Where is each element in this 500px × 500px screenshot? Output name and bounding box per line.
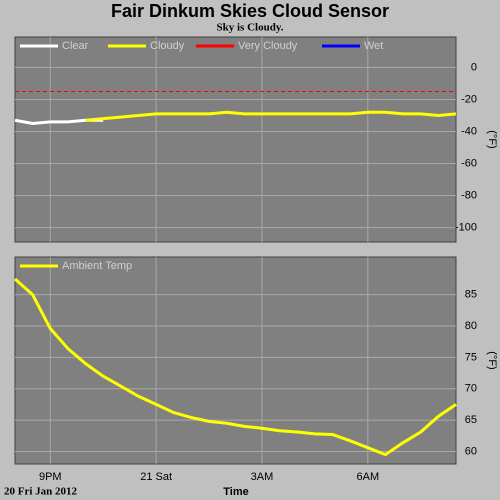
y-tick-label: 70 — [465, 383, 477, 395]
y-tick-label: 80 — [465, 320, 477, 332]
plot-area — [14, 36, 457, 243]
x-tick-label: 6AM — [356, 471, 379, 483]
y-axis-label: (°F) — [486, 351, 498, 369]
plot-area — [14, 256, 457, 465]
x-axis-label: Time — [223, 486, 248, 498]
y-tick-label: -40 — [461, 125, 477, 137]
legend-label: Cloudy — [150, 40, 185, 52]
y-tick-label: 0 — [471, 61, 477, 73]
series-line — [85, 110, 457, 122]
x-tick-label: 3AM — [251, 471, 274, 483]
x-tick-label: 21 Sat — [140, 471, 172, 483]
legend-label: Clear — [62, 40, 89, 52]
legend-label: Very Cloudy — [238, 40, 298, 52]
y-tick-label: 75 — [465, 351, 477, 363]
x-tick-label: 9PM — [39, 471, 62, 483]
y-tick-label: 85 — [465, 289, 477, 301]
y-tick-label: -60 — [461, 157, 477, 169]
series-line — [14, 277, 457, 457]
y-tick-label: -80 — [461, 189, 477, 201]
y-axis-label: (°F) — [486, 130, 498, 148]
date-label: 20 Fri Jan 2012 — [4, 486, 78, 498]
y-tick-label: 65 — [465, 414, 477, 426]
y-tick-label: -20 — [461, 93, 477, 105]
y-tick-label: -100 — [455, 221, 477, 233]
legend-label: Wet — [364, 40, 383, 52]
legend-label: Ambient Temp — [62, 260, 132, 272]
chart-title: Fair Dinkum Skies Cloud Sensor — [111, 1, 389, 21]
chart-subtitle: Sky is Cloudy. — [217, 22, 284, 34]
y-tick-label: 60 — [465, 445, 477, 457]
